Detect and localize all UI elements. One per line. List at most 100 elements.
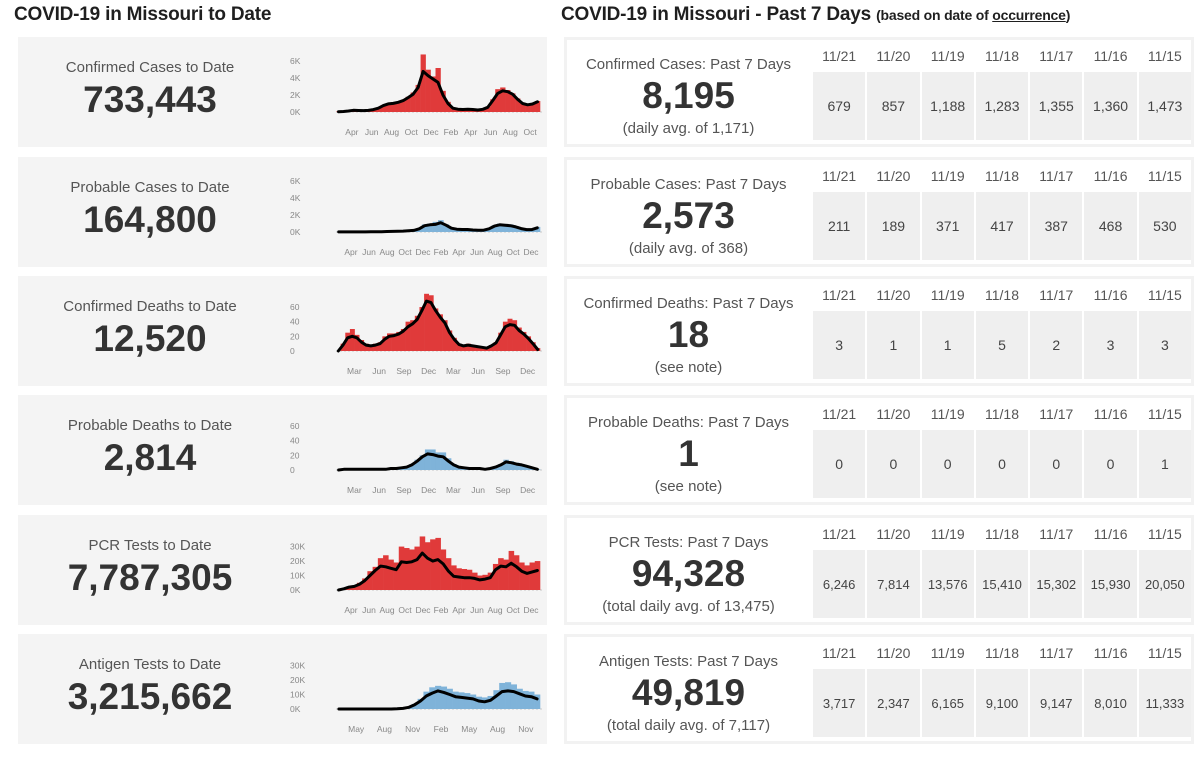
day-value[interactable]: 8,010 — [1084, 669, 1137, 737]
day-value[interactable]: 679 — [813, 72, 866, 140]
data-bar — [530, 342, 536, 351]
day-value[interactable]: 468 — [1084, 192, 1137, 260]
day-value[interactable]: 15,410 — [975, 550, 1029, 618]
data-bar — [409, 464, 415, 470]
daily-values-grid: 11/21 3 11/20 1 11/19 1 11/18 5 11/17 2 11/16 3 11/1… — [813, 279, 1191, 383]
data-bar — [461, 569, 468, 590]
day-value[interactable]: 0 — [1084, 430, 1137, 498]
day-value[interactable]: 2,347 — [867, 669, 920, 737]
day-date: 11/19 — [930, 406, 965, 422]
panel-total: 3,215,662 — [67, 676, 233, 717]
day-value[interactable]: 7,814 — [867, 550, 920, 618]
day-date: 11/19 — [930, 645, 965, 661]
day-value[interactable]: 3 — [1138, 311, 1191, 379]
day-column: 11/18 1,283 — [975, 40, 1029, 144]
day-value[interactable]: 1,473 — [1138, 72, 1191, 140]
data-bar — [535, 101, 541, 112]
x-tick-label: Nov — [518, 724, 534, 734]
day-value[interactable]: 5 — [975, 311, 1029, 379]
day-value[interactable]: 6,165 — [921, 669, 974, 737]
data-bar — [491, 225, 498, 232]
day-value[interactable]: 3 — [813, 311, 866, 379]
day-value[interactable]: 1 — [1138, 430, 1191, 498]
day-value[interactable]: 189 — [867, 192, 920, 260]
y-tick-label: 40 — [290, 317, 300, 327]
day-value[interactable]: 1,360 — [1084, 72, 1137, 140]
x-tick-label: Aug — [379, 247, 394, 257]
day-value[interactable]: 11,333 — [1138, 669, 1191, 737]
day-value[interactable]: 3 — [1084, 311, 1137, 379]
day-value[interactable]: 371 — [921, 192, 974, 260]
occurrence-link[interactable]: occurrence — [992, 7, 1066, 23]
day-value[interactable]: 15,930 — [1084, 550, 1137, 618]
data-bar — [400, 100, 406, 112]
day-value[interactable]: 1,283 — [975, 72, 1029, 140]
day-value[interactable]: 1,355 — [1030, 72, 1083, 140]
day-value[interactable]: 1 — [867, 311, 920, 379]
x-tick-label: Jun — [470, 247, 484, 257]
day-value[interactable]: 1 — [921, 311, 974, 379]
data-bar — [377, 342, 383, 351]
data-bar — [503, 459, 509, 470]
data-bar — [438, 220, 444, 232]
day-value[interactable]: 2 — [1030, 311, 1083, 379]
day-date: 11/21 — [822, 48, 857, 64]
data-bar — [530, 103, 536, 112]
day-value[interactable]: 6,246 — [813, 550, 866, 618]
day-value[interactable]: 20,050 — [1138, 550, 1191, 618]
day-value[interactable]: 387 — [1030, 192, 1083, 260]
day-value[interactable]: 9,147 — [1030, 669, 1083, 737]
day-value[interactable]: 0 — [1030, 430, 1083, 498]
day-value[interactable]: 417 — [975, 192, 1029, 260]
data-bar — [387, 333, 392, 351]
x-tick-label: Aug — [487, 605, 502, 615]
data-bar — [430, 76, 436, 112]
data-bar — [508, 550, 515, 590]
panel-label: Antigen Tests to Date — [78, 656, 222, 673]
moving-average-line — [336, 299, 540, 353]
trend-chart[interactable]: 30K 20K 10K 0K May Aug Nov Feb May Aug Nov — [278, 634, 548, 744]
day-value[interactable]: 3,717 — [813, 669, 866, 737]
x-tick-label: Aug — [487, 247, 502, 257]
data-bar — [424, 449, 431, 470]
day-date: 11/19 — [930, 526, 965, 542]
x-tick-label: Mar — [446, 485, 461, 495]
day-value[interactable]: 211 — [813, 192, 866, 260]
trend-chart[interactable]: 6K 4K 2K 0K Apr Jun Aug Oct Dec Feb Apr Jun Aug Oct — [278, 37, 548, 147]
day-date: 11/20 — [876, 48, 911, 64]
trend-chart[interactable]: 60 40 20 0 Mar Jun Sep Dec Mar Jun Sep Dec — [278, 395, 548, 505]
y-tick-label: 10K — [290, 571, 305, 581]
day-column: 11/20 1 — [867, 279, 920, 383]
day-value[interactable]: 0 — [867, 430, 920, 498]
trend-chart[interactable]: 60 40 20 0 Mar Jun Sep Dec Mar Jun Sep Dec — [278, 276, 548, 386]
day-date: 11/15 — [1147, 287, 1182, 303]
day-value[interactable]: 857 — [867, 72, 920, 140]
day-column: 11/17 2 — [1030, 279, 1083, 383]
data-bar — [451, 464, 457, 470]
data-bar — [411, 703, 418, 709]
x-tick-label: Aug — [490, 724, 505, 734]
day-value[interactable]: 15,302 — [1030, 550, 1083, 618]
data-bar — [445, 558, 452, 590]
data-bar — [499, 682, 506, 709]
day-value[interactable]: 0 — [921, 430, 974, 498]
panel-subtext: (see note) — [654, 478, 723, 495]
panel-label: Probable Cases to Date — [70, 179, 230, 196]
data-bar — [493, 690, 500, 709]
data-bar — [388, 559, 394, 590]
day-column: 11/16 468 — [1084, 160, 1137, 264]
day-value[interactable]: 13,576 — [921, 550, 974, 618]
panel-label: Confirmed Cases to Date — [65, 59, 235, 76]
day-value[interactable]: 0 — [813, 430, 866, 498]
day-value[interactable]: 530 — [1138, 192, 1191, 260]
y-tick-label: 6K — [290, 56, 301, 66]
day-value[interactable]: 0 — [975, 430, 1029, 498]
day-value[interactable]: 9,100 — [975, 669, 1029, 737]
data-bar — [529, 562, 536, 590]
day-column: 11/18 417 — [975, 160, 1029, 264]
day-column: 11/20 189 — [867, 160, 920, 264]
data-bar — [482, 574, 488, 590]
day-value[interactable]: 1,188 — [921, 72, 974, 140]
